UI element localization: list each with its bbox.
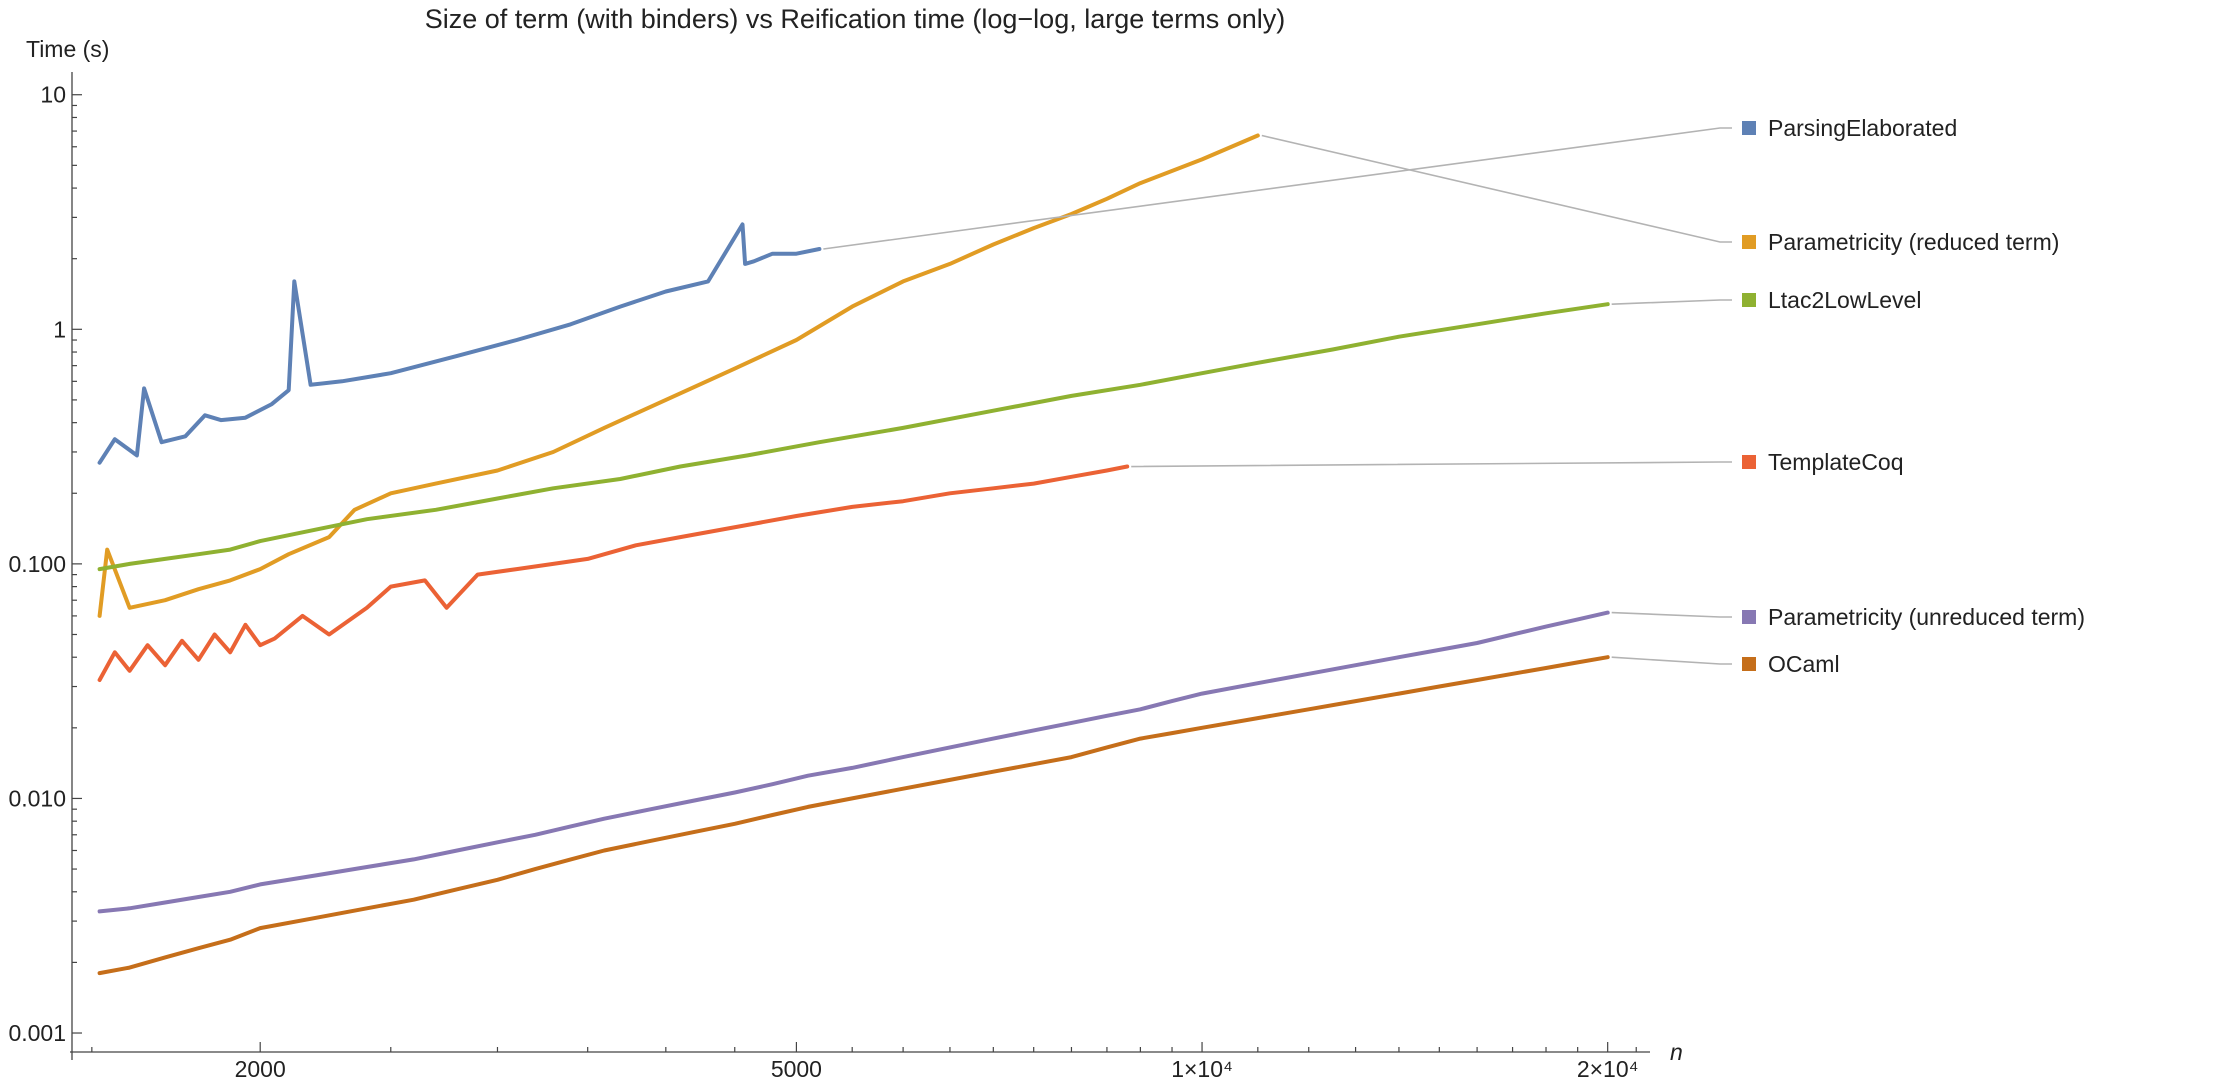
legend-label: Parametricity (unreduced term) — [1768, 604, 2085, 630]
x-axis-label: n — [1670, 1039, 1683, 1065]
legend-leader-line — [1611, 611, 1732, 618]
legend-swatch — [1742, 455, 1756, 469]
x-ticks: 2000 5000 1×10⁴ 2×10⁴ — [235, 1042, 1639, 1078]
x-tick-label: 2000 — [235, 1056, 286, 1078]
x-tick-label: 2×10⁴ — [1577, 1056, 1639, 1078]
series-line — [97, 610, 1610, 914]
x-minor-ticks — [91, 1047, 1637, 1052]
series-layer — [97, 133, 1610, 976]
legend-leader-line — [823, 127, 1732, 250]
series-line — [97, 133, 1260, 618]
legend-label: ParsingElaborated — [1768, 115, 1957, 141]
legend-leader-line — [1261, 134, 1732, 243]
legend-leader-line — [1611, 299, 1732, 305]
legend-swatch — [1742, 657, 1756, 671]
y-tick-label: 10 — [40, 82, 66, 108]
chart-title: Size of term (with binders) vs Reificati… — [425, 4, 1286, 34]
legend-swatch — [1742, 121, 1756, 135]
legend: ParsingElaborated Parametricity (reduced … — [823, 115, 2085, 677]
y-tick-label: 1 — [53, 316, 66, 342]
series-line — [97, 464, 1130, 682]
y-tick-label: 0.100 — [8, 551, 66, 577]
legend-label: TemplateCoq — [1768, 449, 1904, 475]
y-axis-label: Time (s) — [26, 36, 109, 62]
y-tick-label: 0.001 — [8, 1020, 66, 1046]
legend-leader-line — [1131, 461, 1732, 468]
legend-label: Ltac2LowLevel — [1768, 287, 1921, 313]
legend-swatch — [1742, 235, 1756, 249]
legend-label: OCaml — [1768, 651, 1840, 677]
series-line — [97, 222, 822, 465]
y-tick-label: 0.010 — [8, 785, 66, 811]
legend-swatch — [1742, 293, 1756, 307]
x-tick-label: 5000 — [771, 1056, 822, 1078]
legend-swatch — [1742, 610, 1756, 624]
series-line — [97, 302, 1610, 572]
legend-leader-line — [1611, 656, 1732, 665]
legend-label: Parametricity (reduced term) — [1768, 229, 2059, 255]
series-line — [97, 655, 1610, 976]
y-minor-ticks — [72, 104, 77, 964]
y-ticks: 0.001 0.010 0.100 1 10 — [8, 82, 82, 1046]
x-tick-label: 1×10⁴ — [1171, 1056, 1233, 1078]
